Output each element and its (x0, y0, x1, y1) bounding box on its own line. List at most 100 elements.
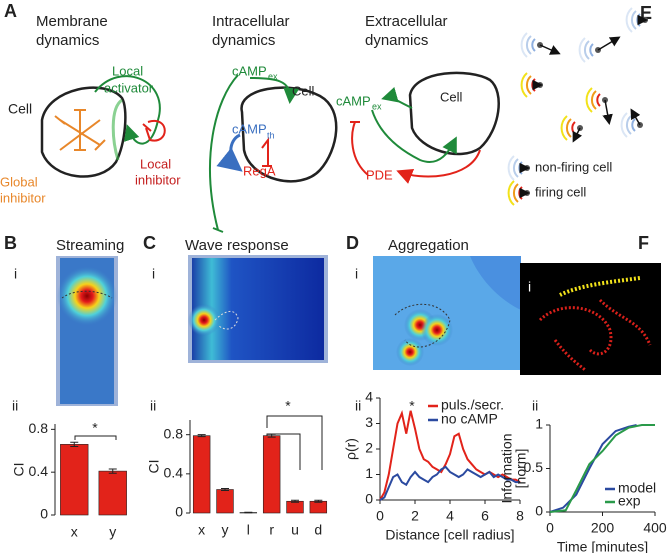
sub-label: ii (150, 398, 156, 414)
x-tick-label: x (198, 522, 205, 538)
legend-label: puls./secr. (441, 397, 504, 413)
bar (192, 435, 211, 514)
global-inhibition (54, 109, 106, 151)
legend-label: no cAMP (441, 411, 498, 427)
panel-label: C (143, 233, 156, 253)
non-firing-cells (538, 298, 652, 372)
panel-title: Wave response (185, 237, 289, 254)
x-tick-label: 400 (643, 520, 667, 536)
label: Cell (8, 101, 32, 117)
label: Local (140, 156, 171, 171)
pde-arrow (396, 149, 481, 184)
sub-label: ii (532, 398, 538, 414)
signal-spot (396, 338, 424, 366)
y-axis-label: CI (146, 460, 162, 474)
signal-spot (421, 314, 453, 346)
error-bar (108, 468, 117, 474)
wave-arc (531, 78, 536, 92)
wave-arc (596, 93, 601, 107)
sub-label: ii (12, 398, 18, 414)
pde-inhibition (350, 121, 369, 176)
panel-label: A (4, 1, 17, 21)
panel-title: dynamics (36, 32, 99, 49)
label: ex (372, 101, 382, 111)
trajectory (394, 303, 451, 348)
x-axis-label: Time [minutes] (557, 539, 648, 553)
x-tick-label: 2 (411, 508, 419, 524)
wave-arc (578, 37, 586, 63)
y-axis-label: CI (11, 463, 27, 477)
x-tick-label: l (247, 522, 250, 538)
label: ex (268, 71, 278, 81)
x-tick-label: 4 (446, 508, 454, 524)
x-tick-label: x (71, 524, 78, 540)
wave-arc (518, 161, 523, 175)
y-axis-label: Information (499, 433, 515, 503)
activation-arrow (371, 109, 457, 163)
sub-label: i (355, 266, 358, 282)
wave-arc (630, 10, 637, 30)
cell-outline (408, 71, 500, 156)
y-tick-label: 1 (535, 416, 543, 432)
sub-label: ii (355, 398, 361, 414)
signal-spot (188, 304, 220, 336)
significance-bracket (74, 435, 117, 440)
bar (309, 500, 328, 514)
activator-arrow (249, 77, 300, 104)
x-tick-label: r (269, 522, 274, 538)
wave-arc (512, 183, 519, 203)
error-bar (221, 488, 229, 491)
inhibitor-arrow (209, 74, 239, 233)
y-tick-label: 0.8 (164, 425, 184, 441)
motion-arrow (539, 44, 561, 55)
label: cAMP (232, 63, 267, 78)
wave-arc (507, 155, 515, 181)
error-bar (244, 511, 253, 514)
legend-label: model (618, 480, 656, 496)
legend-label: firing cell (535, 184, 586, 199)
bar (286, 500, 304, 514)
x-axis-label: Distance [cell radius] (385, 527, 514, 543)
x-tick-label: y (109, 524, 116, 540)
error-bar (70, 441, 79, 447)
cell-dot (642, 17, 648, 23)
legend-label: exp (618, 493, 641, 509)
label: Global (0, 174, 38, 189)
label: inhibitor (135, 172, 181, 187)
motion-arrow (602, 99, 613, 125)
annotation: * (285, 398, 291, 414)
motion-arrow (572, 127, 583, 143)
wave-arc (620, 112, 628, 138)
wave-arc (585, 87, 593, 113)
label: Cell (292, 83, 315, 98)
x-tick-label: 200 (591, 520, 615, 536)
experiment-image (520, 263, 661, 375)
wave-arc (636, 13, 641, 27)
camp-arrow (216, 133, 243, 172)
panel-title: Extracellular (365, 13, 448, 30)
label: Cell (440, 89, 463, 104)
wave-arc (525, 75, 532, 95)
panel-title: Streaming (56, 237, 124, 254)
motion-arrow (630, 108, 641, 126)
cell-outline (240, 86, 338, 183)
wave-arc (531, 38, 536, 52)
cell-dot (524, 165, 530, 171)
error-bar (291, 499, 299, 503)
panel-title: Aggregation (388, 237, 469, 254)
error-bar (267, 433, 276, 438)
wave-arc (525, 35, 532, 55)
wave-arc (589, 43, 594, 57)
x-tick-label: 0 (376, 508, 384, 524)
y-tick-label: 0.8 (29, 420, 49, 436)
label: cAMP (232, 121, 267, 136)
x-tick-label: u (291, 522, 299, 538)
wave-arc (590, 90, 597, 110)
x-tick-label: y (222, 522, 229, 538)
signal-spot (57, 266, 117, 326)
sub-label: i (14, 266, 17, 282)
cell-dot (537, 82, 543, 88)
inhibitor-loop (142, 119, 166, 142)
panel-label: D (346, 233, 359, 253)
